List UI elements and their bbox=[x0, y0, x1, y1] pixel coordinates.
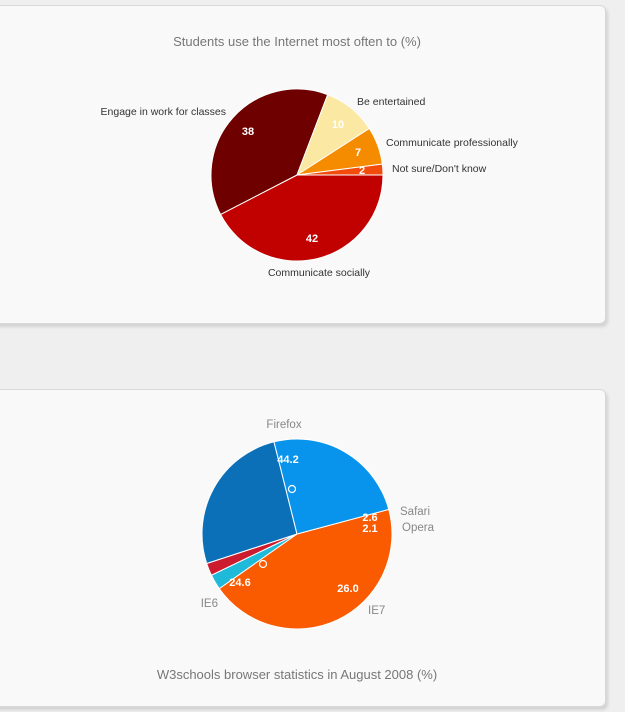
data-label-firefox: 44.2 bbox=[277, 454, 298, 466]
slice-label-communicate-professionally: Communicate professionally bbox=[386, 137, 519, 149]
pie-slice-ie6[interactable] bbox=[273, 438, 390, 535]
pie-slice-engage-in-work-for-classes[interactable] bbox=[210, 88, 329, 216]
slice-label-ie6: IE6 bbox=[201, 598, 218, 610]
data-label-engage-in-work-for-classes: 38 bbox=[242, 126, 254, 138]
data-label-communicate-professionally: 7 bbox=[355, 147, 361, 159]
slice-label-opera: Opera bbox=[402, 522, 435, 534]
hover-marker bbox=[258, 559, 268, 569]
slice-label-communicate-socially: Communicate socially bbox=[268, 267, 371, 279]
slice-label-be-entertained: Be entertained bbox=[357, 96, 425, 108]
data-label-ie6: 24.6 bbox=[229, 577, 250, 589]
pie-slice-ie7[interactable] bbox=[201, 441, 298, 565]
pie-slice-communicate-socially[interactable] bbox=[219, 174, 384, 262]
slice-label-not-sure-don-t-know: Not sure/Don't know bbox=[392, 163, 487, 175]
data-label-communicate-socially: 42 bbox=[306, 233, 318, 245]
data-label-safari: 2.6 bbox=[362, 512, 377, 524]
chart-title-browsers: W3schools browser statistics in August 2… bbox=[157, 667, 437, 682]
slice-label-ie7: IE7 bbox=[368, 605, 385, 617]
data-label-opera: 2.1 bbox=[362, 523, 377, 535]
data-label-not-sure-don-t-know: 2 bbox=[359, 165, 365, 177]
pie-students: 42 Communicate socially 38 Engage in work f… bbox=[101, 88, 519, 279]
slice-label-engage-in-work-for-classes: Engage in work for classes bbox=[101, 106, 226, 118]
pie-browsers: 44.2 Firefox 2.6 Safari 2.1 Opera 26.0 IE7 24.6 I… bbox=[201, 419, 435, 630]
slice-label-safari: Safari bbox=[400, 506, 430, 518]
hover-marker bbox=[287, 484, 297, 494]
data-label-ie7: 26.0 bbox=[337, 583, 358, 595]
pie-slice-not-sure-don-t-know[interactable] bbox=[296, 163, 384, 176]
data-label-be-entertained: 10 bbox=[332, 119, 344, 131]
chart-title-students: Students use the Internet most often to … bbox=[173, 34, 421, 49]
pie-slice-firefox[interactable] bbox=[218, 508, 393, 630]
slice-label-firefox: Firefox bbox=[266, 419, 301, 431]
